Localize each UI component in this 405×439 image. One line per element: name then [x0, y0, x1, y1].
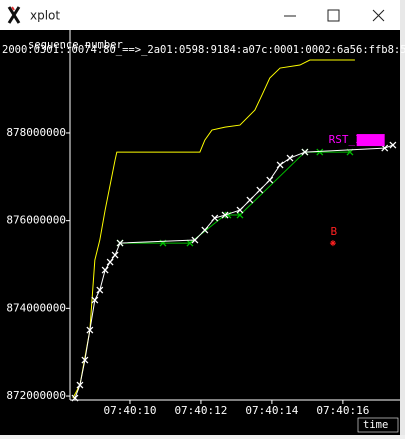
y-tick-label: 878000000	[6, 126, 66, 139]
data-point	[186, 239, 194, 247]
close-button[interactable]	[372, 9, 385, 22]
x-label-box	[357, 417, 399, 433]
data-point	[246, 196, 254, 204]
data-point	[329, 240, 336, 247]
data-point	[286, 154, 294, 162]
data-point	[81, 356, 89, 364]
data-point	[316, 148, 324, 156]
data-point	[276, 161, 284, 169]
data-point	[191, 236, 199, 244]
x-axis-label: time	[363, 419, 388, 431]
connection-title: 2000:0301::0074:80_==>_2a01:0598:9184:a0…	[2, 44, 405, 56]
data-point	[76, 381, 84, 389]
data-point	[266, 176, 274, 184]
series-line	[72, 59, 355, 399]
y-tick-label: 874000000	[6, 301, 66, 314]
data-point	[96, 286, 104, 294]
data-point	[236, 211, 244, 219]
data-point	[111, 251, 119, 259]
x-tick-label: 07:40:16	[316, 404, 369, 417]
data-point	[381, 144, 389, 152]
data-point	[91, 296, 99, 304]
app-icon	[7, 6, 21, 24]
window-title: xplot	[30, 9, 60, 23]
data-point	[116, 239, 124, 247]
data-point	[236, 206, 244, 214]
data-point	[71, 394, 79, 402]
title-bar	[0, 0, 400, 30]
data-point	[86, 326, 94, 334]
y-tick-label: 872000000	[6, 389, 66, 402]
data-point	[101, 266, 109, 274]
data-point	[389, 141, 397, 149]
plot-area	[0, 30, 400, 435]
data-point	[201, 226, 209, 234]
maximize-button[interactable]	[327, 9, 340, 22]
y-tick-label: 876000000	[6, 214, 66, 227]
x-tick-label: 07:40:14	[245, 404, 298, 417]
data-point	[221, 211, 229, 219]
annotation-highlight	[356, 134, 385, 147]
x-tick-label: 07:40:10	[103, 404, 156, 417]
data-point	[106, 258, 114, 266]
data-point	[256, 186, 264, 194]
y-axis-label: sequence number	[28, 39, 123, 51]
data-point	[211, 214, 219, 222]
annotation: B	[330, 225, 337, 238]
x-tick-label: 07:40:12	[174, 404, 227, 417]
data-point	[301, 148, 309, 156]
